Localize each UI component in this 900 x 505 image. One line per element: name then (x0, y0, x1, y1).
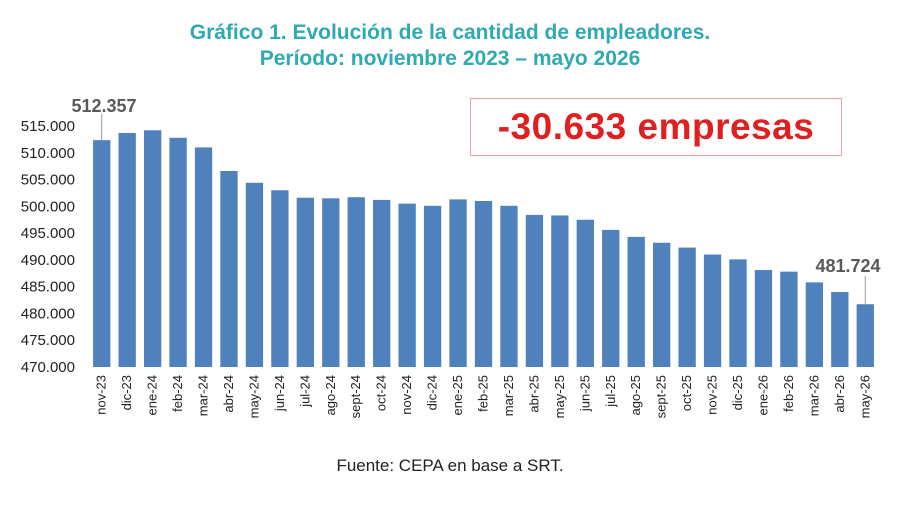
bar (602, 229, 620, 367)
x-tick-label: jun-24 (272, 375, 287, 412)
x-tick-label: mar-24 (196, 375, 211, 416)
bar (856, 304, 874, 367)
bar (296, 197, 314, 367)
annotation-label: 512.357 (71, 96, 136, 116)
x-tick-label: abr-26 (832, 375, 847, 413)
x-tick-label: may-24 (246, 375, 261, 418)
x-tick-label: sept-25 (654, 375, 669, 418)
bar (551, 215, 569, 367)
x-tick-label: abr-25 (526, 375, 541, 413)
y-tick-label: 510.000 (21, 145, 75, 162)
x-tick-label: may-25 (552, 375, 567, 418)
x-tick-label: ene-25 (450, 375, 465, 415)
x-tick-label: ago-24 (323, 375, 338, 415)
chart-subtitle: Período: noviembre 2023 – mayo 2026 (259, 47, 641, 70)
x-tick-label: ene-24 (145, 375, 160, 415)
bar (500, 205, 518, 367)
bar (347, 197, 365, 367)
chart-title-block: Gráfico 1. Evolución de la cantidad de e… (0, 20, 900, 72)
bar (678, 247, 696, 367)
difference-callout: -30.633 empresas (470, 98, 842, 156)
bar (194, 147, 213, 367)
bar (474, 200, 493, 367)
x-tick-label: ene-26 (755, 375, 770, 415)
x-tick-label: jul-24 (297, 375, 312, 408)
x-tick-label: jul-25 (603, 375, 618, 408)
x-tick-label: feb-26 (781, 375, 796, 412)
x-tick-label: nov-23 (94, 375, 109, 415)
bar (831, 292, 849, 367)
x-tick-label: may-26 (857, 375, 872, 418)
y-tick-label: 480.000 (21, 305, 75, 322)
bar (525, 214, 544, 367)
y-tick-label: 515.000 (21, 118, 75, 135)
bar (423, 205, 442, 367)
x-tick-label: feb-25 (476, 375, 491, 412)
x-tick-label: jun-25 (577, 375, 592, 412)
bar (118, 132, 136, 367)
bar (169, 137, 187, 367)
x-tick-label: ago-25 (628, 375, 643, 415)
x-tick-label: nov-25 (705, 375, 720, 415)
bar (271, 190, 289, 367)
bar (627, 236, 645, 367)
x-tick-label: oct-24 (374, 375, 389, 411)
bar (143, 130, 162, 367)
y-tick-label: 475.000 (21, 332, 75, 349)
x-tick-label: dic-25 (730, 375, 745, 410)
bar (576, 219, 594, 367)
x-tick-label: feb-24 (170, 375, 185, 412)
bar (398, 203, 416, 367)
y-tick-label: 505.000 (21, 172, 75, 189)
bar (805, 282, 824, 367)
bar (373, 199, 391, 367)
x-tick-label: dic-23 (119, 375, 134, 410)
y-tick-label: 490.000 (21, 252, 75, 269)
bar (322, 198, 340, 367)
bar (93, 140, 111, 367)
y-tick-label: 495.000 (21, 225, 75, 242)
chart-title: Gráfico 1. Evolución de la cantidad de e… (189, 21, 711, 44)
bar (245, 182, 264, 367)
y-tick-label: 470.000 (21, 359, 75, 376)
x-tick-label: mar-26 (806, 375, 821, 416)
x-tick-label: oct-25 (679, 375, 694, 411)
bar (729, 259, 747, 367)
x-tick-label: dic-24 (425, 375, 440, 410)
source-note: Fuente: CEPA en base a SRT. (336, 456, 564, 475)
annotation-label: 481.724 (815, 256, 880, 276)
bar (220, 170, 238, 367)
bar (703, 254, 722, 367)
y-tick-label: 485.000 (21, 279, 75, 296)
bar (754, 270, 773, 367)
y-tick-label: 500.000 (21, 198, 75, 215)
bar (653, 242, 671, 367)
bar (449, 199, 467, 367)
x-tick-label: abr-24 (221, 375, 236, 413)
bar (780, 271, 798, 367)
x-tick-label: nov-24 (399, 375, 414, 415)
x-tick-label: mar-25 (501, 375, 516, 416)
x-tick-label: sept-24 (348, 375, 363, 418)
